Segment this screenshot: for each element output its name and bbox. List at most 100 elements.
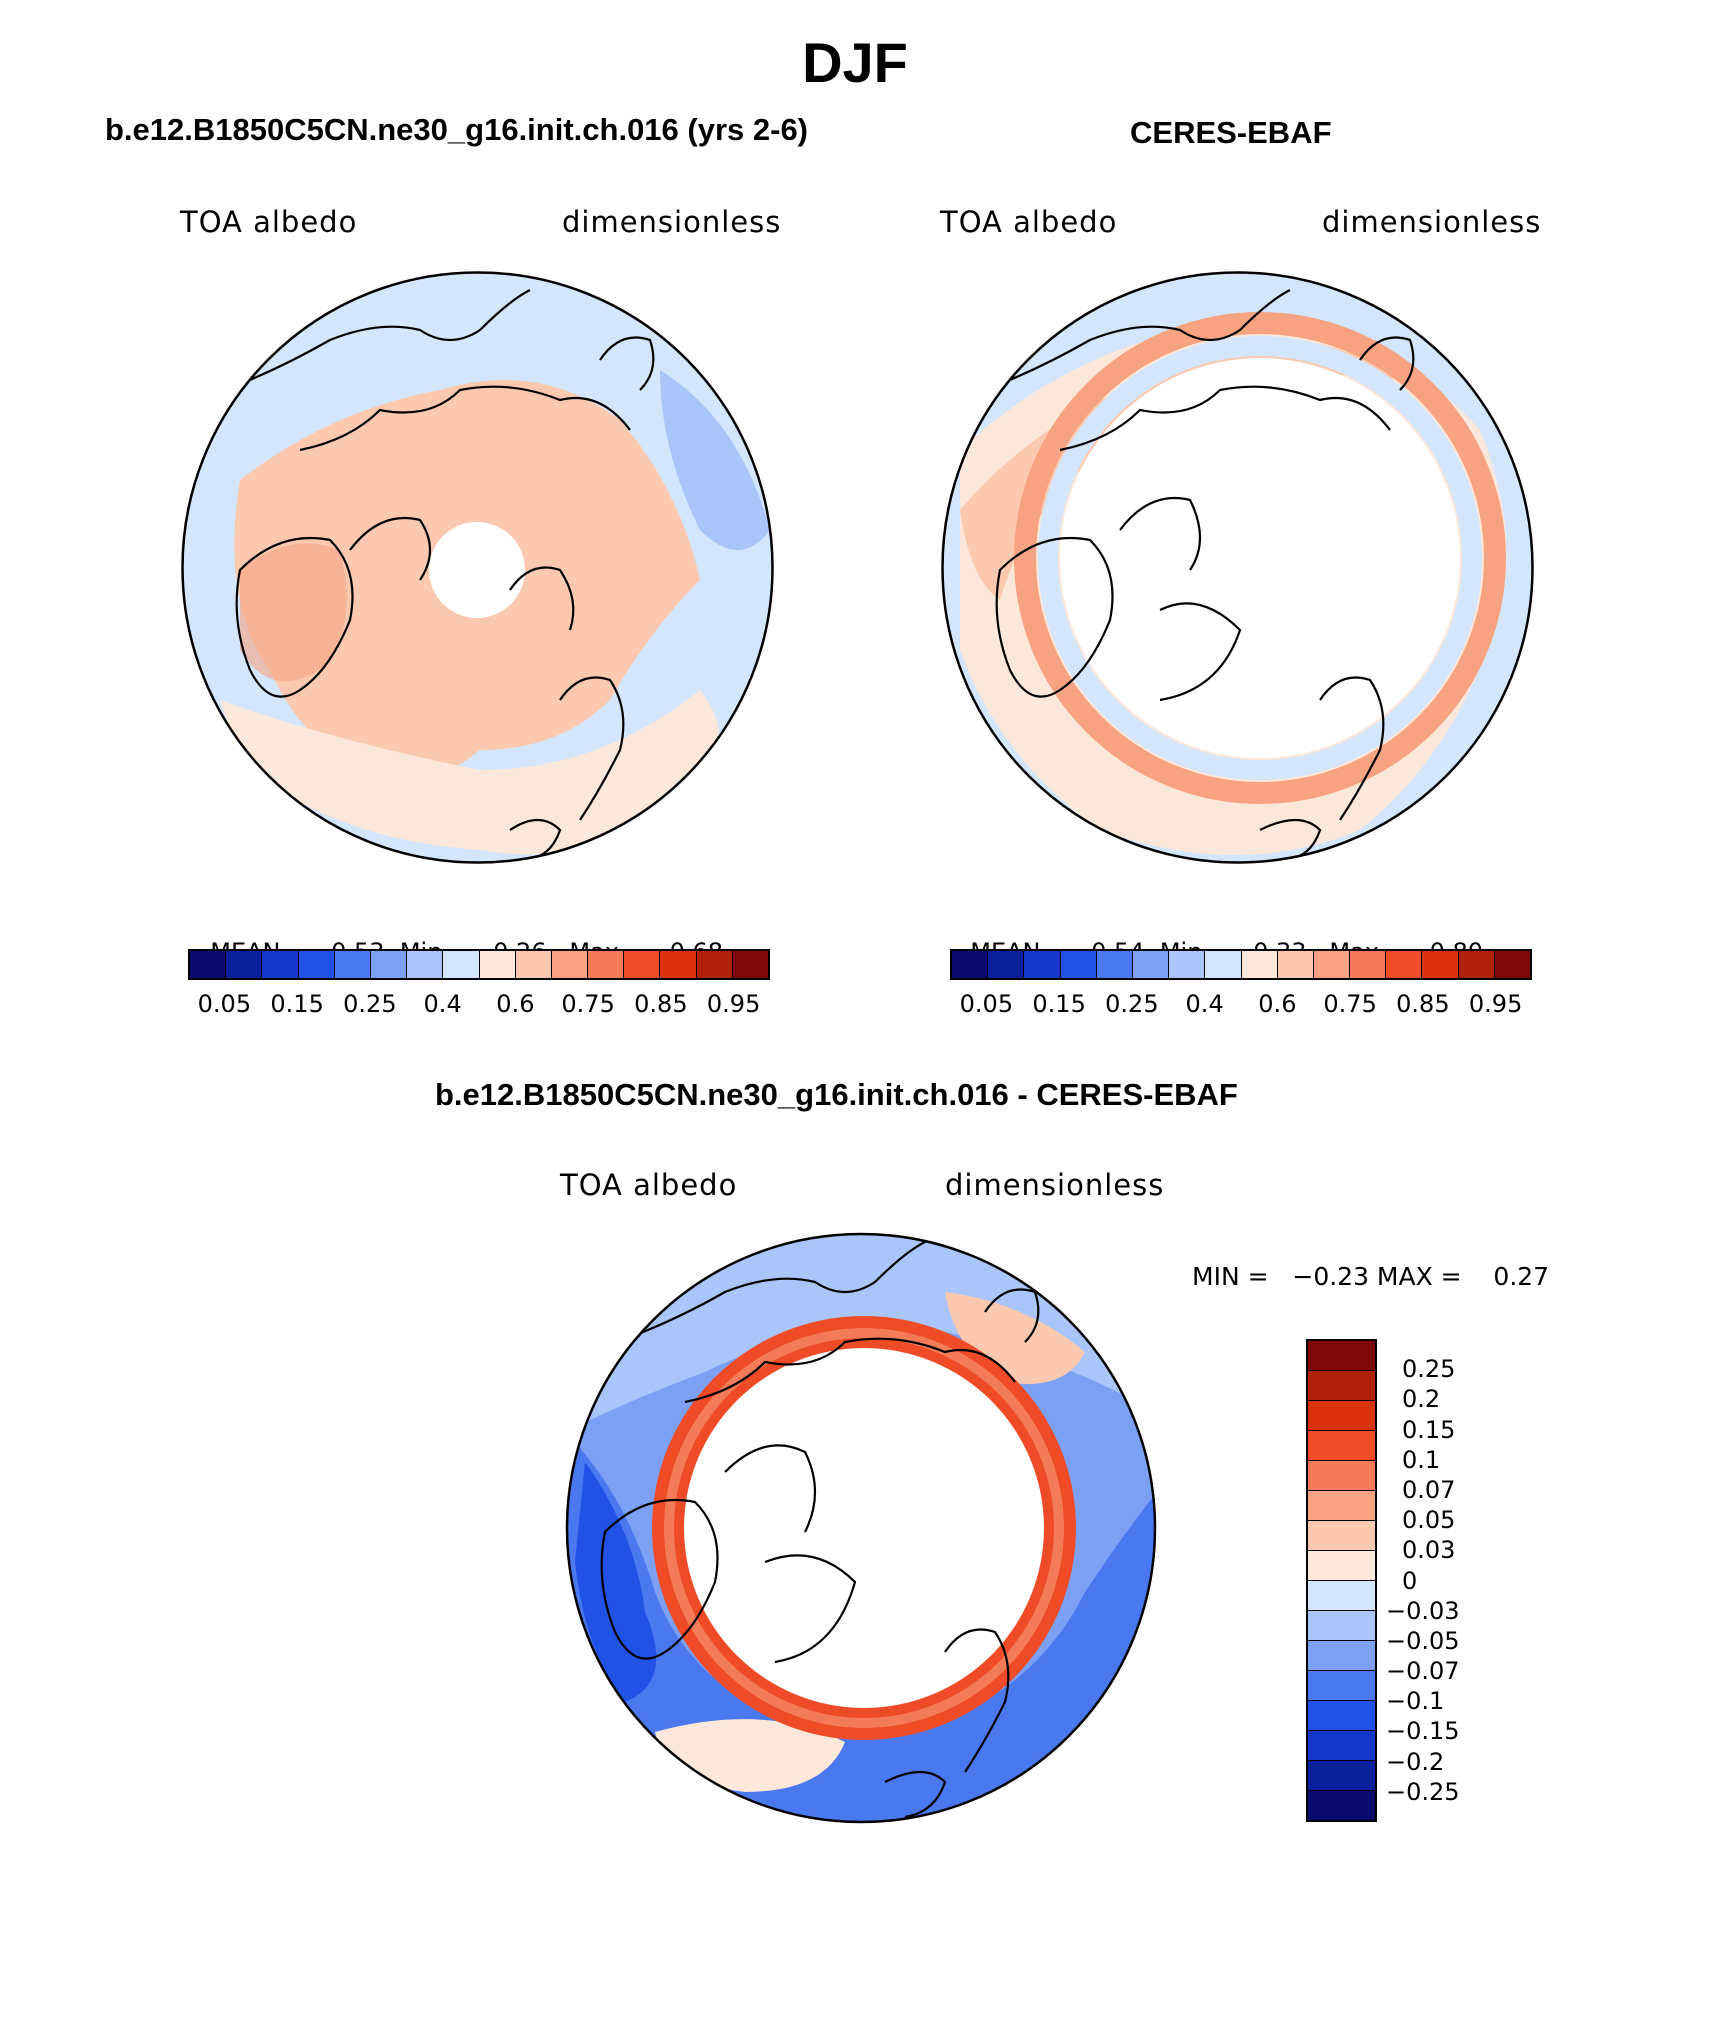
- model-colorbar-label: 0.4: [423, 990, 462, 1018]
- diff-colorbar-label: 0.2: [1402, 1385, 1441, 1414]
- model-colorbar-label: 0.75: [561, 990, 615, 1018]
- obs-colorbar-swatch: [1277, 951, 1314, 978]
- model-colorbar-swatch: [298, 951, 335, 978]
- model-panel-title: b.e12.B1850C5CN.ne30_g16.init.ch.016 (yr…: [105, 112, 809, 147]
- diff-deep-blue: [575, 1462, 657, 1702]
- obs-polar-map: [941, 271, 1534, 864]
- diff-colorbar-label: −0.07: [1386, 1657, 1460, 1686]
- model-greenland-high: [240, 543, 347, 682]
- obs-units-label: dimensionless: [1322, 205, 1542, 239]
- model-colorbar-label: 0.05: [197, 990, 252, 1018]
- obs-colorbar-swatch: [1024, 951, 1061, 978]
- model-colorbar-swatch: [515, 951, 552, 978]
- diff-colorbar-swatch: [1308, 1671, 1375, 1701]
- diff-colorbar-labels: 0.25 0.2 0.15 0.1 0.07 0.05 0.03 0 −0.03 −0.05 −0.…: [1386, 1339, 1506, 1822]
- obs-colorbar-label: 0.05: [959, 990, 1014, 1018]
- obs-blue-ring: [1038, 336, 1482, 780]
- obs-colorbar-labels: 0.05 0.15 0.25 0.4 0.6 0.75 0.85 0.95: [950, 990, 1532, 1020]
- obs-colorbar-swatch: [1169, 951, 1206, 978]
- model-blue-patch: [660, 370, 770, 550]
- diff-units-label: dimensionless: [945, 1168, 1165, 1202]
- model-colorbar-swatch: [696, 951, 733, 978]
- diff-colorbar-swatch: [1308, 1401, 1375, 1431]
- model-colorbar-swatch: [370, 951, 408, 978]
- obs-ring-band: [1014, 312, 1506, 804]
- obs-colorbar-swatch: [1241, 951, 1278, 978]
- obs-colorbar-label: 0.6: [1258, 990, 1297, 1018]
- diff-colorbar-swatch: [1308, 1641, 1375, 1671]
- diff-polar-hole: [684, 1348, 1044, 1708]
- diff-minmax: MIN = −0.23 MAX = 0.27: [1192, 1262, 1550, 1291]
- diff-colorbar-label: 0: [1402, 1566, 1418, 1595]
- diff-colorbar-label: 0.1: [1402, 1445, 1441, 1474]
- obs-colorbar-swatch: [1313, 951, 1351, 978]
- obs-colorbar-label: 0.4: [1185, 990, 1224, 1018]
- diff-colorbar-label: 0.03: [1402, 1536, 1456, 1565]
- model-colorbar-swatch: [443, 951, 480, 978]
- figure-title: DJF: [802, 31, 908, 94]
- diff-colorbar-swatch: [1308, 1611, 1375, 1641]
- diff-colorbar-label: 0.25: [1402, 1355, 1456, 1384]
- model-colorbar-label: 0.25: [343, 990, 397, 1018]
- diff-colorbar-swatch: [1308, 1371, 1375, 1401]
- model-variable-label: TOA albedo: [180, 205, 358, 239]
- obs-panel-title: CERES-EBAF: [1130, 115, 1332, 150]
- obs-polar-hole: [1060, 358, 1460, 758]
- diff-light-patch: [567, 1234, 1155, 1432]
- diff-colorbar-swatch: [1308, 1791, 1375, 1820]
- diff-colorbar-swatch: [1308, 1701, 1375, 1731]
- model-colorbar-swatch: [407, 951, 444, 978]
- obs-colorbar-swatch: [1205, 951, 1242, 978]
- model-colorbar-swatch: [732, 951, 768, 978]
- obs-colorbar-label: 0.15: [1032, 990, 1086, 1018]
- obs-colorbar-swatch: [952, 951, 989, 978]
- diff-colorbar-label: 0.15: [1402, 1415, 1456, 1444]
- diff-colorbar: [1306, 1339, 1377, 1822]
- model-colorbar-swatch: [588, 951, 625, 978]
- diff-colorbar-label: 0.07: [1402, 1475, 1456, 1504]
- obs-colorbar: [950, 949, 1532, 980]
- diff-colorbar-label: −0.1: [1386, 1687, 1445, 1716]
- obs-colorbar-swatch: [1096, 951, 1133, 978]
- model-units-label: dimensionless: [562, 205, 782, 239]
- diff-positive-patch: [655, 1719, 845, 1792]
- obs-colorbar-swatch: [1494, 951, 1530, 978]
- model-colorbar-swatch: [624, 951, 661, 978]
- obs-colorbar-label: 0.95: [1468, 990, 1523, 1018]
- obs-colorbar-swatch: [1386, 951, 1423, 978]
- model-colorbar-label: 0.85: [634, 990, 688, 1018]
- obs-colorbar-swatch: [1350, 951, 1387, 978]
- diff-coastlines: [584, 1241, 1040, 1819]
- diff-colorbar-swatch: [1308, 1761, 1375, 1791]
- obs-colorbar-swatch: [1422, 951, 1459, 978]
- obs-colorbar-swatch: [1060, 951, 1097, 978]
- model-coastlines: [194, 289, 655, 862]
- model-colorbar-label: 0.15: [270, 990, 324, 1018]
- diff-colorbar-swatch: [1308, 1551, 1375, 1581]
- obs-colorbar-swatch: [988, 951, 1025, 978]
- model-polar-map: [181, 271, 774, 864]
- diff-colorbar-swatch: [1308, 1341, 1375, 1371]
- diff-colorbar-swatch: [1308, 1731, 1375, 1761]
- obs-colorbar-swatch: [1458, 951, 1495, 978]
- model-colorbar-swatch: [190, 951, 227, 978]
- model-colorbar-label: 0.95: [706, 990, 761, 1018]
- diff-polar-map: [565, 1232, 1157, 1824]
- diff-colorbar-swatch: [1308, 1461, 1375, 1491]
- diff-colorbar-swatch: [1308, 1521, 1375, 1551]
- obs-colorbar-swatch: [1132, 951, 1170, 978]
- model-colorbar-swatch: [334, 951, 371, 978]
- model-colorbar-swatch: [660, 951, 697, 978]
- diff-panel-title: b.e12.B1850C5CN.ne30_g16.init.ch.016 - C…: [435, 1077, 1238, 1112]
- obs-coastlines: [954, 289, 1415, 862]
- obs-colorbar-label: 0.25: [1105, 990, 1159, 1018]
- diff-colorbar-label: −0.05: [1386, 1626, 1460, 1655]
- diff-colorbar-label: −0.2: [1386, 1747, 1445, 1776]
- model-colorbar: [188, 949, 770, 980]
- model-colorbar-swatch: [262, 951, 299, 978]
- diff-colorbar-swatch: [1308, 1581, 1375, 1611]
- model-warm-band: [220, 690, 720, 855]
- model-colorbar-swatch: [226, 951, 263, 978]
- diff-colorbar-swatch: [1308, 1491, 1375, 1521]
- diff-colorbar-label: −0.25: [1386, 1777, 1460, 1806]
